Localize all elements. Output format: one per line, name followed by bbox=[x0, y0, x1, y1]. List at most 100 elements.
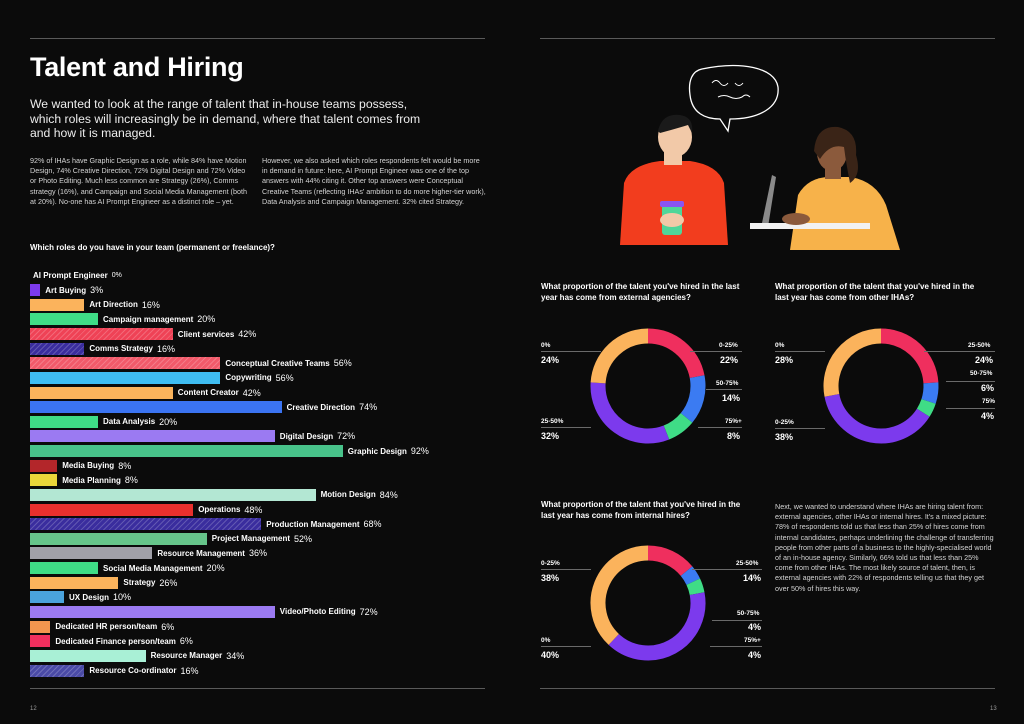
man-figure bbox=[620, 114, 728, 245]
bar-row: Media Planning 8% bbox=[30, 474, 138, 487]
donut-slice bbox=[680, 566, 701, 586]
bar-label: UX Design bbox=[69, 592, 110, 602]
bar-value-label: 26% bbox=[159, 577, 178, 588]
donut-slice bbox=[823, 328, 882, 397]
bar-row: Comms Strategy 16% bbox=[30, 342, 175, 355]
leader-line bbox=[924, 351, 995, 352]
bar-label: Project Management bbox=[211, 534, 291, 544]
donut1-value-75plus: 8% bbox=[727, 431, 741, 441]
leader-line bbox=[775, 428, 825, 429]
bar-value-label: 84% bbox=[379, 489, 398, 500]
donut3-value-50-75: 4% bbox=[748, 622, 762, 632]
bar-value-label: 8% bbox=[118, 460, 132, 471]
bar-label: Resource Manager bbox=[150, 651, 223, 661]
page-number-left: 12 bbox=[30, 706, 37, 712]
bar-label: Media Buying bbox=[62, 461, 115, 471]
donut3-label-0pct: 0% bbox=[541, 637, 551, 644]
illustration-two-people bbox=[620, 64, 900, 250]
bar-row: Copywriting 56% bbox=[30, 371, 294, 384]
leader-line bbox=[692, 569, 762, 570]
bar-chart-question: Which roles do you have in your team (pe… bbox=[30, 243, 275, 252]
donut1-value-50-75: 14% bbox=[722, 393, 741, 403]
donut-chart-internal-hires bbox=[590, 545, 706, 661]
bar-value-label: 56% bbox=[275, 372, 294, 383]
donut2-value-75: 4% bbox=[981, 411, 995, 421]
donut-slice bbox=[916, 398, 936, 417]
speech-bubble-icon bbox=[688, 64, 779, 133]
bar-mark bbox=[30, 357, 221, 370]
donut3-label-50-75: 50-75% bbox=[737, 610, 760, 617]
bar-value-label: 68% bbox=[363, 519, 382, 530]
bar-mark bbox=[30, 503, 194, 516]
bar-mark bbox=[30, 371, 221, 384]
leader-line bbox=[541, 569, 591, 570]
donut1-value-0pct: 24% bbox=[541, 355, 560, 365]
bar-value-label: 6% bbox=[161, 621, 175, 632]
bar-mark bbox=[30, 664, 85, 677]
donut2-value-50-75: 6% bbox=[981, 383, 995, 393]
donut-chart-external-agencies bbox=[590, 328, 706, 444]
bar-label: AI Prompt Engineer bbox=[33, 271, 108, 280]
bar-mark bbox=[30, 459, 58, 472]
leader-line bbox=[712, 620, 762, 621]
bar-value-label: 56% bbox=[333, 358, 352, 369]
bar-row: Social Media Management 20% bbox=[30, 562, 225, 575]
leader-line bbox=[706, 389, 742, 390]
bar-value-label: 74% bbox=[359, 402, 378, 413]
leader-line bbox=[541, 427, 591, 428]
bar-row: Dedicated HR person/team 6% bbox=[30, 620, 174, 633]
donut3-value-0pct: 40% bbox=[541, 650, 560, 660]
bar-row: Production Management 68% bbox=[30, 518, 382, 531]
bar-label: Comms Strategy bbox=[89, 344, 153, 354]
bar-mark bbox=[30, 313, 98, 326]
bar-value-label: 36% bbox=[248, 548, 267, 559]
bar-value-label: 3% bbox=[90, 285, 104, 296]
bar-mark bbox=[30, 430, 275, 443]
leader-line bbox=[541, 351, 601, 352]
bar-label: Content Creator bbox=[177, 388, 239, 398]
bar-row: Video/Photo Editing 72% bbox=[30, 605, 378, 618]
bar-value-label: 42% bbox=[238, 329, 257, 340]
donut-question-external: What proportion of the talent you've hir… bbox=[541, 282, 740, 302]
bar-value-label: 72% bbox=[359, 606, 378, 617]
bar-mark bbox=[30, 605, 275, 618]
bar-row: Strategy 26% bbox=[30, 576, 177, 589]
donut3-value-25-50: 14% bbox=[743, 573, 762, 583]
donut-chart-other-ihas bbox=[823, 328, 939, 444]
bar-label: Motion Design bbox=[320, 490, 376, 500]
bar-label: Data Analysis bbox=[103, 417, 156, 427]
bar-row: Art Direction 16% bbox=[30, 298, 160, 311]
bar-label: Dedicated HR person/team bbox=[55, 622, 158, 632]
closing-paragraph: Next, we wanted to understand where IHAs… bbox=[775, 502, 994, 593]
donut1-value-0-25: 22% bbox=[720, 355, 739, 365]
bar-value-label: 16% bbox=[141, 299, 160, 310]
donut1-label-75plus: 75%+ bbox=[725, 418, 742, 425]
page-number-right: 13 bbox=[990, 706, 997, 712]
bar-value-label: 16% bbox=[156, 343, 175, 354]
donut3-label-0-25: 0-25% bbox=[541, 560, 560, 567]
bar-label: Resource Co-ordinator bbox=[89, 666, 177, 675]
donut-slice bbox=[647, 545, 693, 577]
bar-mark bbox=[30, 532, 207, 545]
bar-row: Client services 42% bbox=[30, 328, 256, 341]
bar-mark bbox=[30, 591, 64, 604]
donut-slice bbox=[663, 412, 693, 440]
donut-slice bbox=[880, 328, 939, 384]
bar-mark bbox=[30, 518, 262, 531]
donut2-value-25-50: 24% bbox=[975, 355, 994, 365]
donut-question-other-ihas: What proportion of the talent that you'v… bbox=[775, 282, 975, 302]
bar-value-label: 16% bbox=[180, 665, 199, 676]
bar-row: Project Management 52% bbox=[30, 532, 312, 545]
bar-mark bbox=[30, 635, 51, 648]
donut3-value-75plus: 4% bbox=[748, 650, 762, 660]
leader-line bbox=[775, 351, 825, 352]
leader-line bbox=[690, 351, 742, 352]
bar-row: AI Prompt Engineer 0% bbox=[30, 269, 122, 282]
donut2-label-0pct: 0% bbox=[775, 342, 785, 349]
donut-slice bbox=[686, 578, 705, 596]
bar-label: Production Management bbox=[266, 519, 360, 529]
top-rule-left bbox=[30, 38, 485, 39]
bar-value-label: 6% bbox=[179, 636, 193, 647]
bar-row: Resource Manager 34% bbox=[30, 649, 244, 662]
bar-mark bbox=[30, 415, 98, 428]
